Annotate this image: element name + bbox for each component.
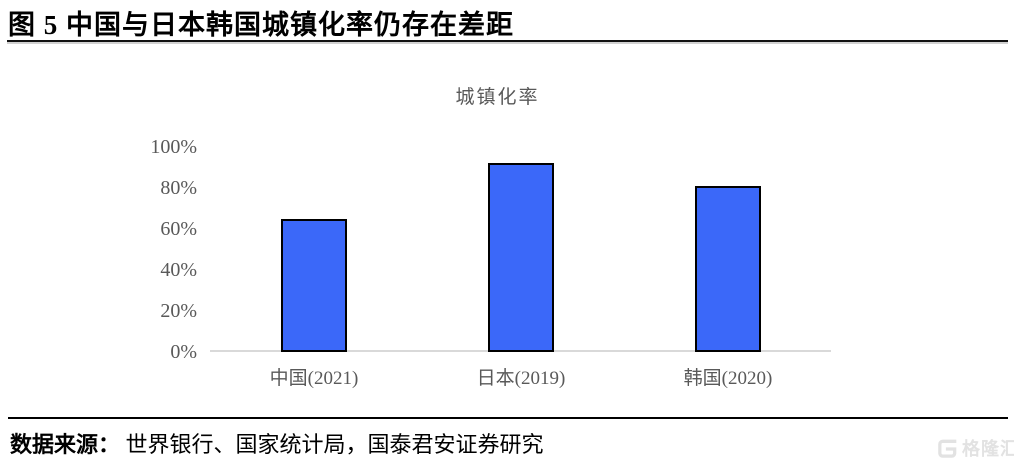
y-tick-label: 0% xyxy=(170,341,197,363)
x-category-label: 韩国(2020) xyxy=(683,368,773,389)
y-tick-label: 80% xyxy=(160,177,197,199)
bar-1 xyxy=(281,218,347,352)
bar-2 xyxy=(488,163,554,352)
watermark-text: 格隆汇 xyxy=(962,439,1014,459)
gelonghui-logo-icon xyxy=(936,437,959,460)
figure-title: 图 5 中国与日本韩国城镇化率仍存在差距 xyxy=(8,10,514,40)
x-category-label: 日本(2019) xyxy=(476,368,566,389)
y-tick-label: 20% xyxy=(160,300,197,322)
y-tick-label: 60% xyxy=(160,218,197,240)
data-source-label: 数据来源： xyxy=(10,432,121,457)
data-source-line: 数据来源： 世界银行、国家统计局，国泰君安证券研究 xyxy=(10,427,544,459)
title-underline xyxy=(7,40,1008,42)
y-tick-label: 40% xyxy=(160,259,197,281)
footer-divider xyxy=(8,417,1008,419)
watermark: 格隆汇 xyxy=(936,435,1014,461)
x-category-label: 中国(2021) xyxy=(269,368,359,389)
data-source-body: 世界银行、国家统计局，国泰君安证券研究 xyxy=(120,432,544,457)
chart-title: 城镇化率 xyxy=(455,87,540,108)
bar-3 xyxy=(695,185,761,352)
y-tick-label: 100% xyxy=(150,136,197,158)
